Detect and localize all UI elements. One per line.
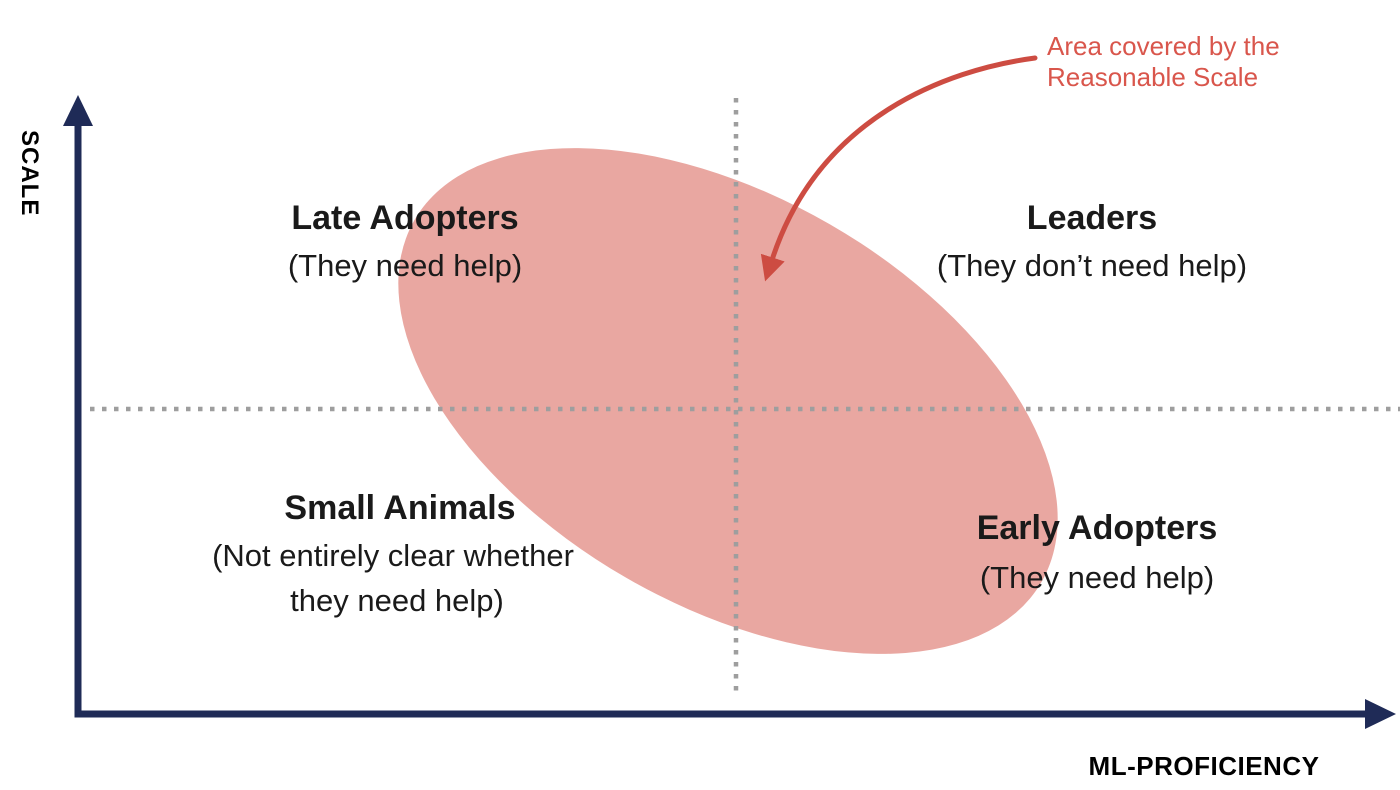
x-axis-arrowhead-icon xyxy=(1365,699,1396,729)
quadrant-title-early-adopters: Early Adopters xyxy=(976,509,1218,547)
quadrant-title-late-adopters: Late Adopters xyxy=(291,199,519,237)
annotation-arrow-icon xyxy=(760,55,1038,282)
quadrant-subtitle-late-adopters: (They need help) xyxy=(287,248,523,283)
annotation-text: Area covered by the Reasonable Scale xyxy=(1047,31,1280,93)
quadrant-title-leaders: Leaders xyxy=(1026,199,1158,237)
y-axis-label: SCALE xyxy=(16,130,43,217)
x-axis-label: ML-PROFICIENCY xyxy=(1088,751,1320,781)
axes-lines xyxy=(74,122,1368,718)
quadrant-subtitle-early-adopters: (They need help) xyxy=(979,560,1215,595)
annotation-line1: Area covered by the xyxy=(1047,31,1280,61)
quadrant-subtitle-small-animals-line1: (Not entirely clear whether xyxy=(212,538,574,573)
quadrant-title-small-animals: Small Animals xyxy=(284,489,516,527)
y-axis-arrowhead-icon xyxy=(63,95,93,126)
annotation-line2: Reasonable Scale xyxy=(1047,62,1259,92)
reasonable-scale-ellipse xyxy=(398,148,1058,654)
quadrant-subtitle-small-animals-line2: they need help) xyxy=(290,583,504,618)
quadrant-subtitle-leaders: (They don’t need help) xyxy=(936,248,1248,283)
